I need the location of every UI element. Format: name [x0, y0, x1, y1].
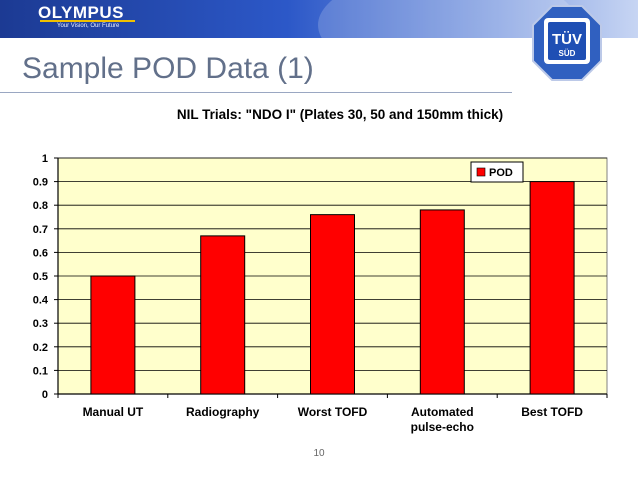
- x-tick-label: pulse-echo: [411, 420, 474, 434]
- y-tick-label: 0.4: [33, 295, 49, 307]
- bar: [419, 209, 465, 395]
- y-tick-label: 0.1: [33, 365, 48, 377]
- bar: [200, 235, 246, 395]
- tuv-badge-top-text: TÜV: [552, 31, 582, 48]
- x-tick-label: Radiography: [186, 405, 260, 419]
- title-divider: [0, 92, 512, 93]
- x-tick-label: Worst TOFD: [298, 405, 368, 419]
- legend-label: POD: [489, 167, 513, 179]
- y-tick-label: 0.3: [33, 318, 48, 330]
- bar: [529, 181, 575, 395]
- tuv-sud-badge: TÜV SÜD: [532, 5, 602, 81]
- y-tick-label: 0.7: [33, 224, 48, 236]
- tuv-badge-bottom-text: SÜD: [559, 49, 576, 58]
- page-number: 10: [313, 448, 325, 459]
- chart-title: NIL Trials: "NDO I" (Plates 30, 50 and 1…: [176, 107, 504, 122]
- slide-title: Sample POD Data (1): [22, 52, 314, 85]
- y-tick-label: 0.6: [33, 247, 48, 259]
- logo-tagline: Your Vision, Our Future: [57, 23, 120, 29]
- y-tick-label: 0.9: [33, 177, 48, 189]
- header-band: OLYMPUS Your Vision, Our Future: [0, 0, 638, 38]
- olympus-logo: OLYMPUS: [38, 3, 125, 22]
- y-tick-label: 1: [42, 153, 48, 165]
- logo-swoosh: [40, 20, 135, 22]
- legend-swatch: [476, 167, 486, 177]
- y-tick-label: 0.8: [33, 200, 48, 212]
- bar: [90, 275, 136, 395]
- y-tick-label: 0.2: [33, 342, 48, 354]
- legend-box: [470, 161, 524, 183]
- y-tick-label: 0: [42, 389, 48, 401]
- y-tick-label: 0.5: [33, 271, 48, 283]
- bar: [310, 214, 355, 395]
- x-tick-label: Manual UT: [83, 405, 144, 419]
- x-tick-label: Automated: [411, 405, 474, 419]
- x-tick-label: Best TOFD: [521, 405, 583, 419]
